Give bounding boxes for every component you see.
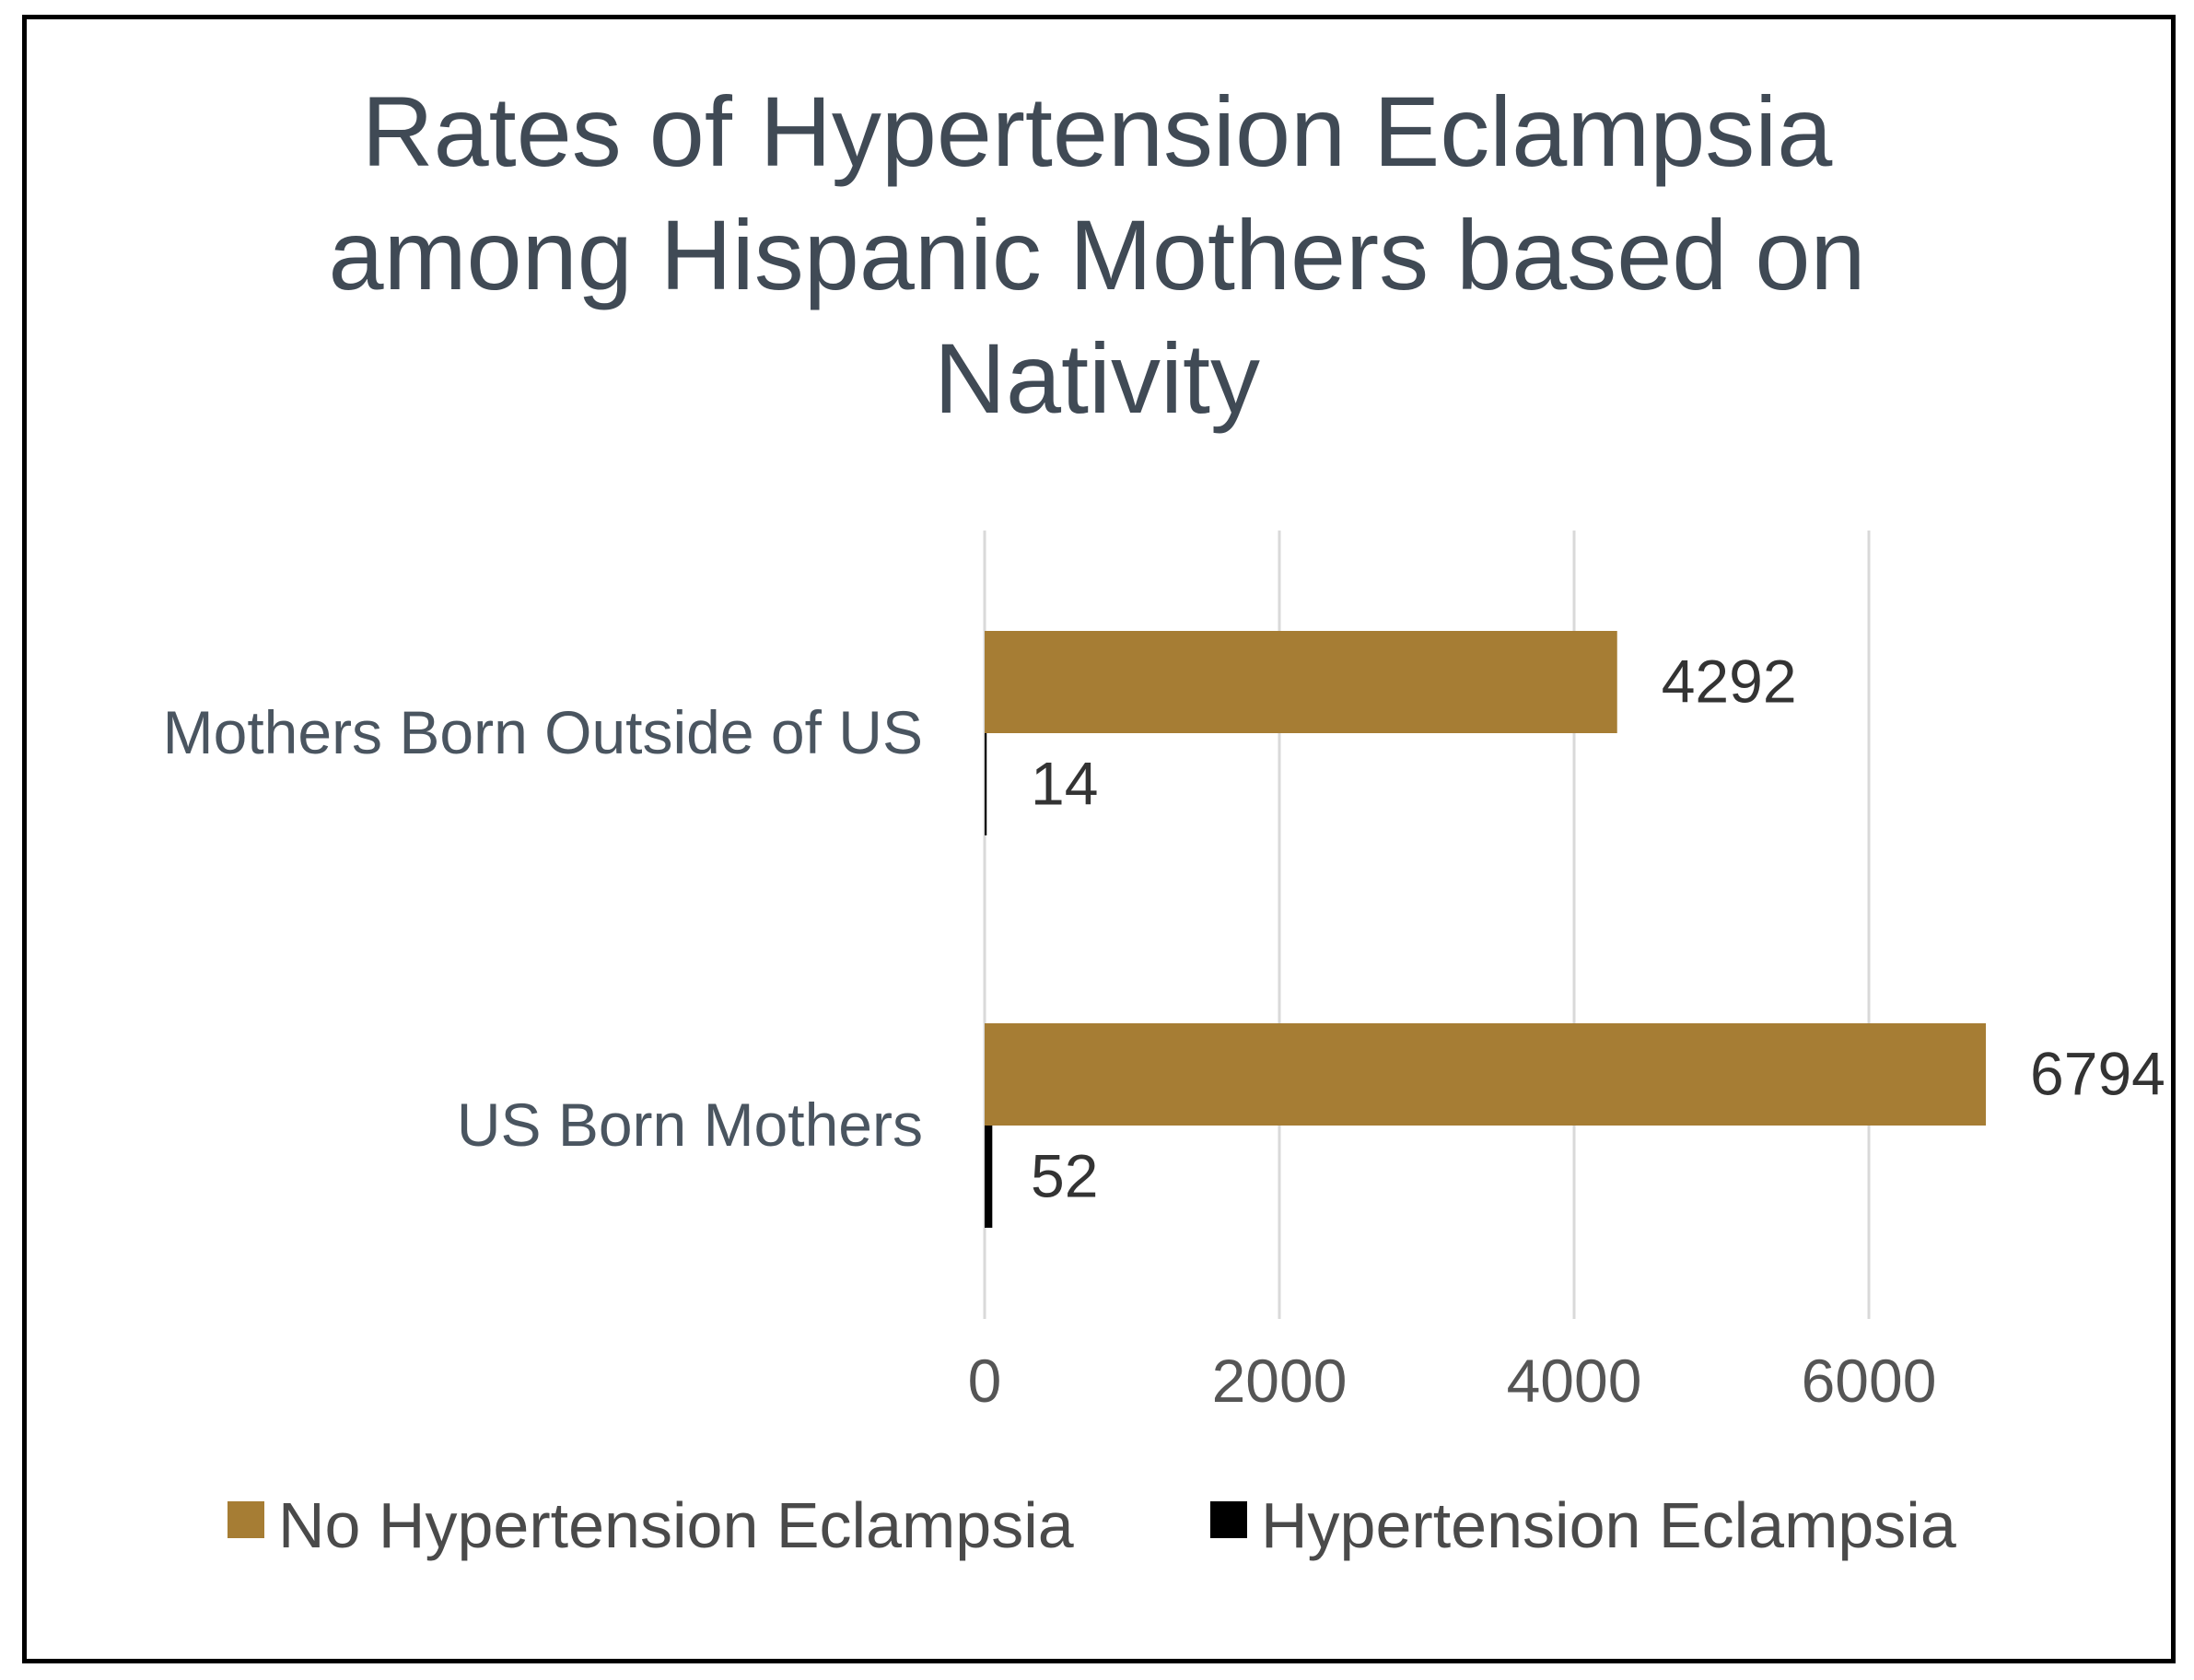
data-label: 14: [1031, 750, 1098, 818]
x-tick-label: 4000: [1507, 1347, 1642, 1415]
labels: 0 2000 4000 6000 Mothers Born Outside of US 4…: [163, 648, 2165, 1416]
chart-title-line-1: Rates of Hypertension Eclampsia: [361, 76, 1833, 187]
x-tick-label: 6000: [1802, 1347, 1937, 1415]
x-tick-label: 0: [968, 1347, 1002, 1415]
bar-no-hypertension: [985, 1023, 1987, 1126]
legend-label: Hypertension Eclampsia: [1261, 1489, 1956, 1561]
bar-hypertension: [985, 1126, 993, 1228]
bar-hypertension: [985, 733, 987, 835]
chart-title: Rates of Hypertension Eclampsia among Hi…: [0, 70, 2194, 440]
data-label: 4292: [1662, 648, 1797, 716]
chart-frame: [22, 15, 2176, 1663]
legend: No Hypertension Eclampsia Hypertension Ec…: [228, 1489, 1956, 1561]
chart-title-line-2: among Hispanic Mothers based on: [328, 199, 1866, 310]
category-label: US Born Mothers: [457, 1091, 923, 1159]
legend-swatch: [1210, 1501, 1247, 1538]
chart-title-line-3: Nativity: [933, 322, 1261, 434]
legend-label: No Hypertension Eclampsia: [278, 1489, 1074, 1561]
bars: [985, 631, 1987, 1228]
x-tick-label: 2000: [1212, 1347, 1348, 1415]
data-label: 6794: [2030, 1040, 2165, 1108]
legend-swatch: [228, 1501, 264, 1538]
category-label: Mothers Born Outside of US: [163, 698, 923, 766]
bar-no-hypertension: [985, 631, 1617, 733]
data-label: 52: [1031, 1142, 1098, 1210]
